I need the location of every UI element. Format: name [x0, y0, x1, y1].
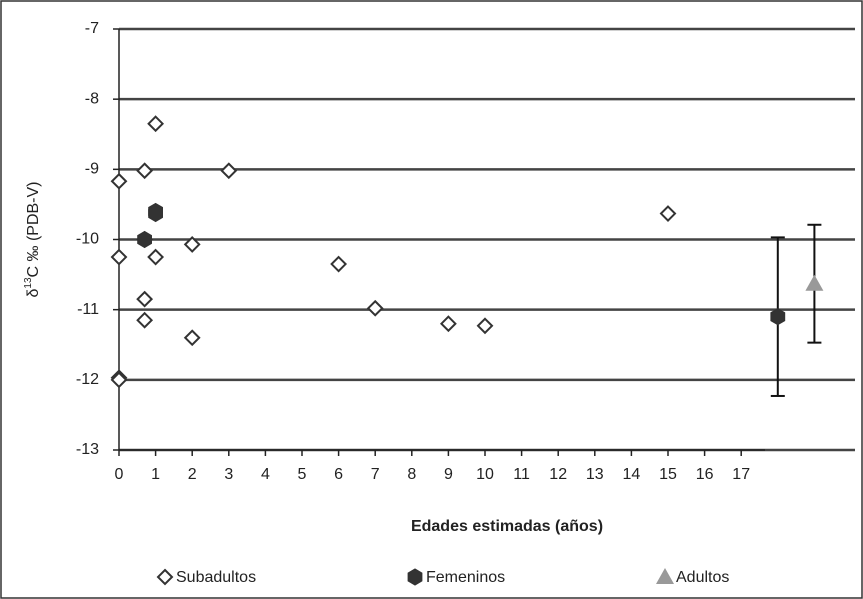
- x-tick-label: 9: [444, 466, 453, 483]
- y-axis-title: δ13C ‰ (PDB-V): [23, 181, 43, 297]
- legend-label: Adultos: [676, 569, 729, 586]
- x-tick-label: 2: [188, 466, 197, 483]
- x-tick-label: 14: [623, 466, 641, 483]
- point-hexagon: [148, 204, 163, 223]
- legend-label: Femeninos: [426, 569, 505, 586]
- point-triangle: [805, 274, 824, 291]
- x-tick-label: 0: [115, 466, 124, 483]
- legend-marker: [656, 568, 674, 584]
- y-tick-label: -10: [76, 231, 99, 248]
- point-diamond: [136, 162, 154, 180]
- y-tick-label: -13: [76, 441, 99, 458]
- point-diamond: [136, 290, 154, 308]
- x-tick-label: 8: [407, 466, 416, 483]
- x-tick-label: 13: [586, 466, 604, 483]
- x-tick-label: 15: [659, 466, 677, 483]
- x-tick-label: 1: [151, 466, 160, 483]
- point-diamond: [183, 329, 201, 347]
- x-tick-label: 12: [549, 466, 567, 483]
- legend-marker: [156, 568, 174, 586]
- point-diamond: [147, 248, 165, 266]
- point-diamond: [136, 311, 154, 329]
- y-axis-title-part: 13: [23, 277, 34, 289]
- legend-marker: [407, 568, 423, 586]
- x-tick-label: 17: [732, 466, 750, 483]
- y-axis-title-part: C ‰ (PDB-V): [25, 181, 42, 277]
- point-diamond: [220, 162, 238, 180]
- x-tick-label: 16: [696, 466, 714, 483]
- x-tick-label: 4: [261, 466, 270, 483]
- y-axis-title-part: δ: [25, 289, 42, 298]
- point-diamond: [183, 235, 201, 253]
- y-tick-label: -7: [85, 20, 99, 37]
- x-tick-label: 11: [513, 466, 530, 483]
- point-diamond: [439, 315, 457, 333]
- y-tick-label: -9: [85, 161, 99, 178]
- legend-label: Subadultos: [176, 569, 256, 586]
- x-tick-label: 5: [298, 466, 307, 483]
- x-tick-label: 6: [334, 466, 343, 483]
- y-tick-label: -12: [76, 371, 99, 388]
- point-diamond: [110, 371, 128, 389]
- point-diamond: [366, 299, 384, 317]
- x-tick-label: 10: [476, 466, 494, 483]
- x-tick-label: 7: [371, 466, 380, 483]
- point-diamond: [330, 255, 348, 273]
- point-hexagon: [770, 308, 786, 326]
- point-diamond: [659, 205, 677, 222]
- x-tick-label: 3: [224, 466, 233, 483]
- point-diamond: [110, 172, 128, 190]
- point-diamond: [476, 317, 494, 335]
- x-axis-title: Edades estimadas (años): [411, 518, 603, 535]
- y-tick-label: -11: [77, 301, 99, 318]
- y-tick-label: -8: [85, 90, 99, 107]
- point-diamond: [110, 248, 128, 266]
- point-hexagon: [137, 230, 152, 249]
- point-diamond: [147, 115, 165, 133]
